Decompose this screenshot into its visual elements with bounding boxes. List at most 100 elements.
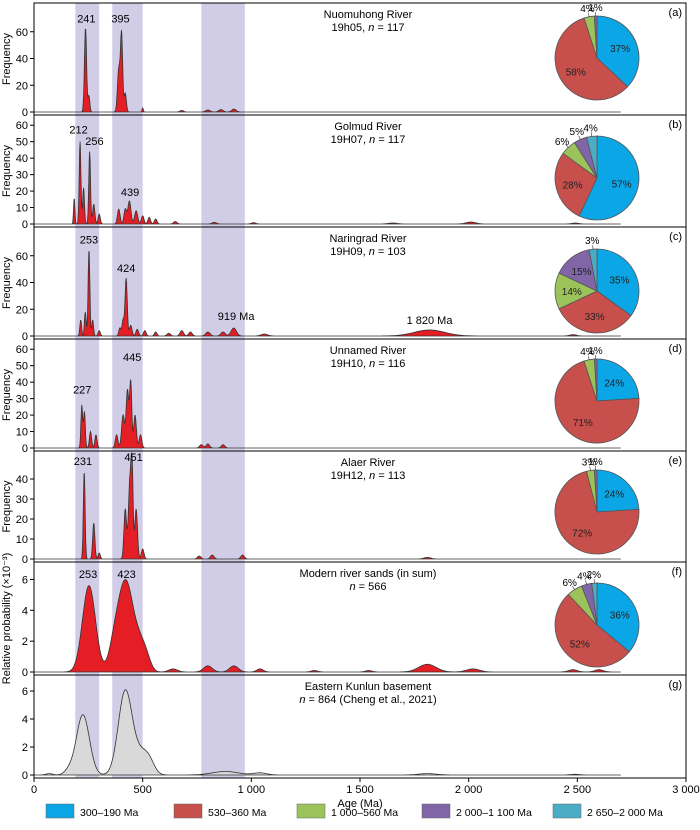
peak-label: 919 Ma bbox=[218, 311, 256, 323]
pie-leader bbox=[588, 355, 590, 360]
panel-title: Alaer River bbox=[341, 457, 396, 469]
y-axis-label: Frequency bbox=[1, 257, 13, 309]
pie-label: 35% bbox=[609, 276, 629, 287]
panel-title: Nuomuhong River bbox=[324, 9, 413, 21]
highlight-band bbox=[201, 675, 245, 778]
y-axis-label: Frequency bbox=[1, 145, 13, 197]
pie-label: 4% bbox=[580, 4, 595, 15]
y-tick-label: 40 bbox=[16, 474, 28, 486]
peak-label: 1 820 Ma bbox=[407, 315, 454, 327]
highlight-band bbox=[75, 227, 100, 339]
pie-leader bbox=[590, 132, 593, 137]
legend-swatch bbox=[45, 803, 75, 819]
peak-label: 241 bbox=[77, 13, 95, 25]
y-tick-label: 4 bbox=[22, 605, 28, 617]
pie-label: 2% bbox=[587, 570, 602, 581]
y-tick-label: 40 bbox=[16, 54, 28, 66]
peak-label: 451 bbox=[124, 452, 142, 464]
pie-label: 52% bbox=[570, 639, 590, 650]
legend-label: 2 650–2 000 Ma bbox=[587, 807, 663, 819]
pie-label: 5% bbox=[570, 127, 585, 138]
y-axis-label: Relative probability (×10⁻³) bbox=[1, 553, 13, 684]
pie-leader bbox=[572, 586, 575, 590]
legend-swatch bbox=[421, 803, 451, 819]
y-tick-label: 60 bbox=[16, 27, 28, 39]
panel-title: Golmud River bbox=[334, 121, 402, 133]
pie-label: 1% bbox=[588, 3, 603, 14]
legend-label: 300–190 Ma bbox=[80, 807, 139, 819]
y-tick-label: 2 bbox=[22, 742, 28, 754]
panel-subtitle: 19h05, n = 117 bbox=[332, 22, 405, 34]
y-tick-label: 20 bbox=[16, 514, 28, 526]
pie-leader bbox=[588, 12, 590, 17]
pie-slice bbox=[554, 152, 598, 217]
y-tick-label: 0 bbox=[22, 554, 28, 566]
highlight-band bbox=[201, 227, 245, 339]
y-tick-label: 50 bbox=[16, 137, 28, 149]
pie-label: 36% bbox=[610, 610, 630, 621]
pie-leader bbox=[585, 580, 587, 585]
y-tick-label: 10 bbox=[16, 203, 28, 215]
pie-slice bbox=[596, 582, 640, 653]
y-tick-label: 0 bbox=[22, 331, 28, 343]
highlight-band bbox=[201, 339, 245, 451]
pie-label: 57% bbox=[612, 179, 632, 190]
x-tick-label: 3 000 bbox=[672, 784, 700, 796]
y-tick-label: 40 bbox=[16, 278, 28, 290]
pie-slice bbox=[596, 469, 640, 513]
pie-label: 71% bbox=[573, 418, 593, 429]
peak-label: 253 bbox=[79, 569, 97, 581]
pie-label: 28% bbox=[563, 180, 583, 191]
x-tick-label: 500 bbox=[133, 784, 151, 796]
pie-slice bbox=[596, 358, 640, 402]
distribution-curve bbox=[34, 29, 621, 113]
highlight-band bbox=[75, 3, 100, 115]
pie-slice bbox=[554, 470, 640, 555]
legend-label: 1 000–560 Ma bbox=[331, 807, 398, 819]
peak-label: 445 bbox=[123, 352, 141, 364]
distribution-curve bbox=[34, 452, 621, 560]
distribution-curve bbox=[34, 251, 621, 337]
panel-letter: (c) bbox=[669, 231, 682, 243]
y-tick-label: 40 bbox=[16, 377, 28, 389]
panel-title: Modern river sands (in sum) bbox=[300, 568, 437, 580]
pie-leader bbox=[589, 466, 591, 471]
pie-label: 15% bbox=[572, 267, 592, 278]
legend-label: 530–360 Ma bbox=[208, 807, 267, 819]
panel-title: Unnamed River bbox=[330, 345, 407, 357]
y-tick-label: 0 bbox=[22, 443, 28, 455]
highlight-band bbox=[201, 115, 245, 227]
highlight-band bbox=[201, 451, 245, 562]
distribution-curve bbox=[34, 379, 621, 449]
y-tick-label: 20 bbox=[16, 186, 28, 198]
legend-swatch bbox=[552, 803, 582, 819]
pie-slice bbox=[554, 360, 640, 444]
panel-subtitle: 19H09, n = 103 bbox=[330, 246, 406, 258]
y-tick-label: 30 bbox=[16, 494, 28, 506]
y-axis-label: Frequency bbox=[1, 480, 13, 532]
peak-label: 439 bbox=[121, 187, 139, 199]
y-tick-label: 30 bbox=[16, 394, 28, 406]
panel-subtitle: n = 566 bbox=[349, 581, 386, 593]
y-tick-label: 60 bbox=[16, 120, 28, 132]
panel-letter: (g) bbox=[669, 679, 682, 691]
panel-title: Naringrad River bbox=[329, 233, 406, 245]
y-tick-label: 40 bbox=[16, 153, 28, 165]
y-tick-label: 20 bbox=[16, 304, 28, 316]
pie-label: 24% bbox=[604, 490, 624, 501]
pie-label: 1% bbox=[588, 457, 603, 468]
y-axis-label: Frequency bbox=[1, 369, 13, 421]
pie-slice bbox=[586, 135, 598, 179]
pie-label: 4% bbox=[577, 572, 592, 583]
distribution-curve bbox=[34, 689, 621, 776]
peak-label: 231 bbox=[74, 456, 92, 468]
pie-label: 24% bbox=[604, 379, 624, 390]
y-tick-label: 20 bbox=[16, 80, 28, 92]
x-axis-label: Age (Ma) bbox=[337, 798, 382, 810]
legend-swatch bbox=[173, 803, 203, 819]
legend-swatch bbox=[296, 803, 326, 819]
y-tick-label: 0 bbox=[22, 107, 28, 119]
peak-label: 253 bbox=[80, 235, 98, 247]
panel-title: Eastern Kunlun basement bbox=[305, 681, 432, 693]
x-tick-label: 2 000 bbox=[455, 784, 483, 796]
